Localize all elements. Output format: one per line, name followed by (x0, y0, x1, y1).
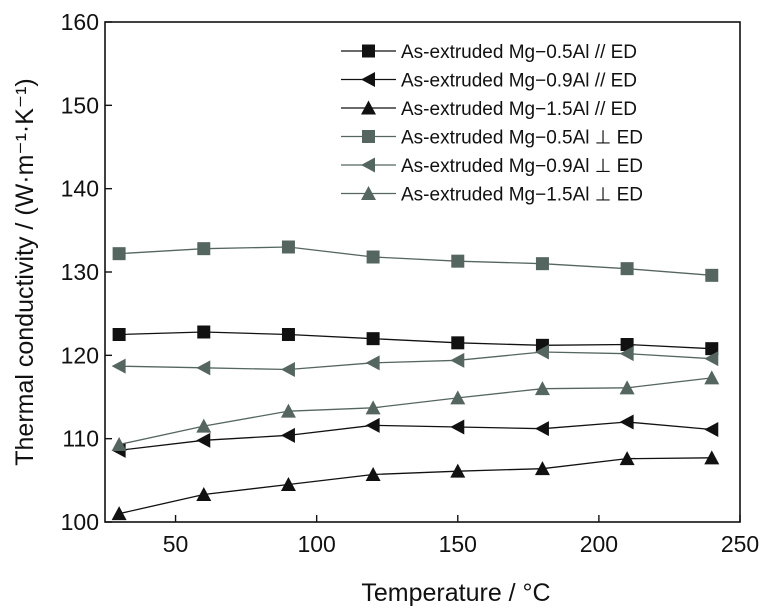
data-point (281, 240, 295, 254)
axes: 50 100 150 200 250 100 110 120 130 140 150 160 (61, 9, 760, 557)
legend-label: As-extruded Mg−1.5Al // ED (401, 99, 637, 120)
data-point (535, 257, 549, 271)
data-point (111, 506, 127, 521)
data-point (450, 419, 465, 435)
data-point (704, 450, 720, 465)
y-tick-label: 140 (61, 176, 99, 202)
legend-marker (362, 44, 375, 58)
data-point (705, 342, 719, 356)
y-tick-label: 150 (61, 92, 99, 118)
legend-label: As-extruded Mg−1.5Al ⊥ ED (401, 185, 643, 206)
x-tick-label: 100 (297, 531, 335, 557)
data-point (704, 422, 719, 437)
data-point (197, 242, 211, 256)
series-line (118, 457, 712, 515)
x-axis-label: Temperature / °C (361, 579, 550, 607)
legend-marker (361, 157, 375, 173)
data-point (620, 262, 634, 276)
data-point (450, 390, 466, 405)
data-point (705, 268, 719, 282)
series-5 (111, 344, 719, 377)
data-point (196, 360, 211, 376)
y-tick-label: 120 (61, 342, 99, 368)
series-6 (111, 370, 720, 451)
legend-marker (362, 130, 375, 143)
data-point (619, 346, 634, 362)
data-point (197, 325, 211, 339)
plot-frame (104, 21, 741, 523)
data-point (704, 370, 720, 385)
x-tick-label: 200 (580, 531, 618, 557)
series-1 (112, 325, 719, 356)
data-point (619, 380, 635, 395)
x-tick-label: 250 (721, 531, 759, 557)
x-tick-label: 150 (439, 531, 477, 557)
data-point (366, 332, 380, 346)
legend-label: As-extruded Mg−0.9Al ⊥ ED (401, 156, 643, 177)
series-4 (112, 240, 719, 282)
data-point (620, 338, 634, 351)
data-point (619, 451, 635, 466)
legend-marker (361, 72, 375, 87)
legend-entry-5: As-extruded Mg−0.9Al ⊥ ED (341, 156, 643, 177)
data-point (365, 400, 381, 415)
data-point (280, 362, 295, 377)
series-line (119, 421, 712, 451)
legend-entry-2: As-extruded Mg−0.9Al // ED (341, 71, 637, 92)
legend-marker (361, 186, 376, 200)
data-point (280, 477, 296, 491)
series-line (119, 351, 712, 371)
data-point (196, 418, 212, 433)
legend-label: As-extruded Mg−0.5Al // ED (401, 42, 637, 63)
data-point (619, 414, 634, 430)
data-point (450, 463, 466, 478)
data-point (196, 432, 211, 448)
data-point (112, 328, 126, 341)
data-point (450, 352, 465, 368)
data-point (534, 381, 550, 396)
legend: As-extruded Mg−0.5Al // ED As-extruded Mg… (341, 42, 643, 206)
legend-entry-3: As-extruded Mg−1.5Al // ED (341, 99, 637, 120)
y-tick-label: 110 (62, 426, 99, 452)
data-point (280, 403, 296, 418)
plot-border (104, 21, 741, 523)
x-tick-label: 50 (163, 531, 189, 557)
series-3 (111, 450, 720, 521)
data-point (451, 336, 465, 350)
series-line (119, 331, 712, 350)
data-point (111, 437, 127, 451)
data-point (281, 328, 295, 341)
y-tick-label: 130 (61, 259, 99, 285)
data-point (365, 355, 380, 371)
legend-entry-1: As-extruded Mg−0.5Al // ED (341, 42, 637, 63)
legend-entry-4: As-extruded Mg−0.5Al ⊥ ED (341, 128, 643, 149)
data-point (280, 427, 295, 443)
series-line (119, 246, 712, 276)
data-point (112, 247, 126, 261)
series-line (118, 377, 712, 446)
legend-label: As-extruded Mg−0.5Al ⊥ ED (401, 128, 643, 149)
y-axis-label: Thermal conductivity / (W·m⁻¹·K⁻¹) (11, 78, 39, 466)
data-point (704, 351, 719, 367)
y-tick-label: 160 (61, 9, 99, 35)
data-point (366, 250, 380, 264)
data-point (451, 254, 465, 268)
data-point (111, 358, 126, 374)
data-point (365, 417, 380, 433)
legend-marker (361, 100, 376, 115)
data-point (534, 421, 549, 437)
series-layer (111, 240, 720, 521)
data-point (365, 467, 381, 481)
data-point (534, 344, 549, 360)
y-tick-label: 100 (61, 509, 99, 535)
legend-label: As-extruded Mg−0.9Al // ED (401, 71, 637, 92)
data-point (534, 461, 550, 476)
legend-entry-6: As-extruded Mg−1.5Al ⊥ ED (341, 185, 643, 206)
data-point (196, 487, 212, 501)
